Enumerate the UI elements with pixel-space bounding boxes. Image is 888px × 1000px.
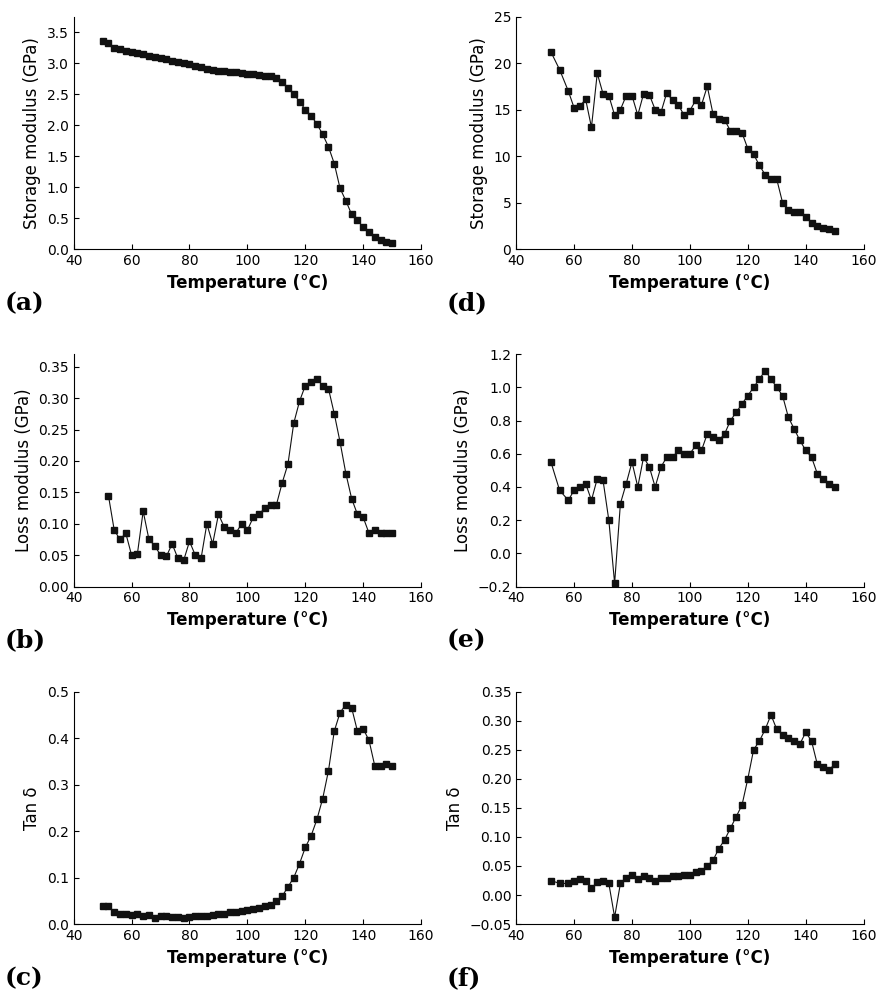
X-axis label: Temperature (°C): Temperature (°C) [167,611,328,629]
Y-axis label: Tan δ: Tan δ [23,786,41,830]
Y-axis label: Storage modulus (GPa): Storage modulus (GPa) [23,37,41,229]
X-axis label: Temperature (°C): Temperature (°C) [167,949,328,967]
Y-axis label: Loss modulus (GPa): Loss modulus (GPa) [455,389,472,552]
Y-axis label: Tan δ: Tan δ [446,786,464,830]
Y-axis label: Loss modulus (GPa): Loss modulus (GPa) [14,389,33,552]
Text: (e): (e) [447,628,487,652]
Text: (f): (f) [447,966,481,990]
Y-axis label: Storage modulus (GPa): Storage modulus (GPa) [470,37,488,229]
X-axis label: Temperature (°C): Temperature (°C) [609,274,771,292]
Text: (b): (b) [4,628,45,652]
X-axis label: Temperature (°C): Temperature (°C) [167,274,328,292]
Text: (d): (d) [447,291,488,315]
X-axis label: Temperature (°C): Temperature (°C) [609,949,771,967]
X-axis label: Temperature (°C): Temperature (°C) [609,611,771,629]
Text: (c): (c) [4,966,43,990]
Text: (a): (a) [4,291,44,315]
